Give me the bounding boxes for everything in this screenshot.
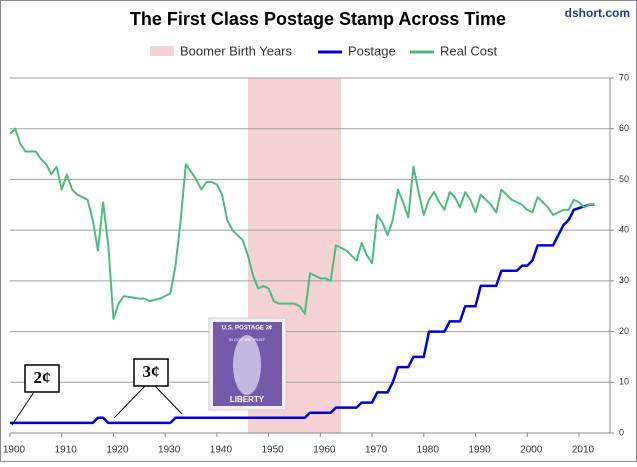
annotation-label: 3¢	[143, 362, 160, 381]
x-tick-label: 1980	[417, 445, 440, 456]
annotation-label: 2¢	[34, 368, 51, 387]
y-tick-label: 0	[619, 427, 624, 437]
legend-label: Postage	[348, 43, 396, 58]
annotation-box	[133, 358, 169, 387]
x-tick-label: 2000	[520, 445, 543, 456]
x-tick-label: 1990	[468, 445, 491, 456]
x-tick-label: 1930	[158, 445, 181, 456]
y-tick-label: 40	[619, 225, 629, 235]
line-series	[9, 127, 595, 320]
legend: Boomer Birth Years Postage Real Cost	[150, 43, 497, 58]
y-tick-label: 70	[619, 72, 629, 82]
x-tick-label: 1900	[3, 445, 26, 456]
y-tick-label: 30	[619, 275, 629, 285]
x-tick-label: 1960	[313, 445, 336, 456]
annotation-pointer	[11, 391, 35, 426]
x-tick-label: 1970	[365, 445, 388, 456]
stamp-motto: IN GOD WE TRUST	[229, 337, 266, 342]
legend-swatch	[150, 46, 174, 56]
legend-label: Boomer Birth Years	[180, 43, 293, 58]
annotation-pointer	[113, 385, 146, 419]
y-tick-label: 10	[619, 377, 629, 387]
annotation-pointer	[154, 385, 183, 415]
legend-label: Real Cost	[440, 43, 497, 58]
annotation-box	[24, 364, 60, 393]
x-tick-label: 2010	[572, 445, 595, 456]
stamp-bottom: LIBERTY	[230, 395, 265, 404]
x-tick-label: 1950	[261, 445, 284, 456]
x-tick-label: 1920	[106, 445, 129, 456]
x-tick-label: 1910	[55, 445, 78, 456]
stamp-top: U.S. POSTAGE 3¢	[222, 326, 273, 332]
y-tick-label: 50	[619, 174, 629, 184]
source: dshort.com	[565, 6, 630, 20]
line-series	[10, 203, 595, 425]
y-tick-label: 60	[619, 123, 629, 133]
chart-title: The First Class Postage Stamp Across Tim…	[130, 9, 506, 29]
y-tick-label: 20	[619, 326, 629, 336]
stamp-figure	[233, 335, 261, 395]
x-tick-label: 1940	[210, 445, 233, 456]
